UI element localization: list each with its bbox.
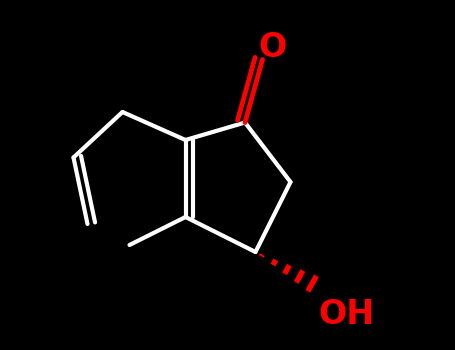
Text: O: O	[259, 31, 287, 64]
Text: OH: OH	[318, 299, 374, 331]
